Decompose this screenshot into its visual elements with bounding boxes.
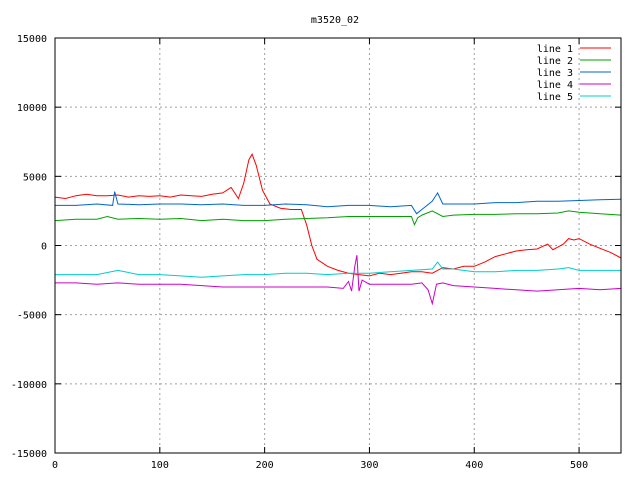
series-line-4 xyxy=(55,255,622,306)
series-line-5 xyxy=(55,261,621,278)
y-tick-label: 15000 xyxy=(17,34,47,45)
series-line-2 xyxy=(54,210,622,226)
chart-title: m3520_02 xyxy=(311,15,359,26)
series-group xyxy=(54,153,622,306)
y-tick-label: 5000 xyxy=(23,172,47,183)
x-tick-label: 200 xyxy=(256,460,274,471)
x-tick-label: 0 xyxy=(52,460,58,471)
x-tick-label: 400 xyxy=(465,460,483,471)
legend-label: line 2 xyxy=(537,56,573,67)
y-tick-label: -10000 xyxy=(11,380,47,391)
plot-area-border xyxy=(54,37,622,454)
legend-label: line 1 xyxy=(537,44,573,55)
legend-label: line 3 xyxy=(537,68,573,79)
legend-label: line 4 xyxy=(537,80,573,91)
grid xyxy=(55,38,621,453)
x-axis-ticks: 0 100 200 300 400 500 xyxy=(52,38,588,471)
y-axis-ticks: 15000 10000 5000 0 -5000 -10000 -15000 xyxy=(11,34,621,460)
legend-label: line 5 xyxy=(537,92,573,103)
y-tick-label: 0 xyxy=(41,242,47,253)
x-tick-label: 100 xyxy=(151,460,169,471)
y-tick-label: -5000 xyxy=(17,311,47,322)
x-tick-label: 500 xyxy=(570,460,588,471)
series-line-1 xyxy=(54,153,622,277)
y-tick-label: -15000 xyxy=(11,449,47,460)
series-line-3 xyxy=(55,191,622,215)
y-tick-label: 10000 xyxy=(17,103,47,114)
x-tick-label: 300 xyxy=(360,460,378,471)
